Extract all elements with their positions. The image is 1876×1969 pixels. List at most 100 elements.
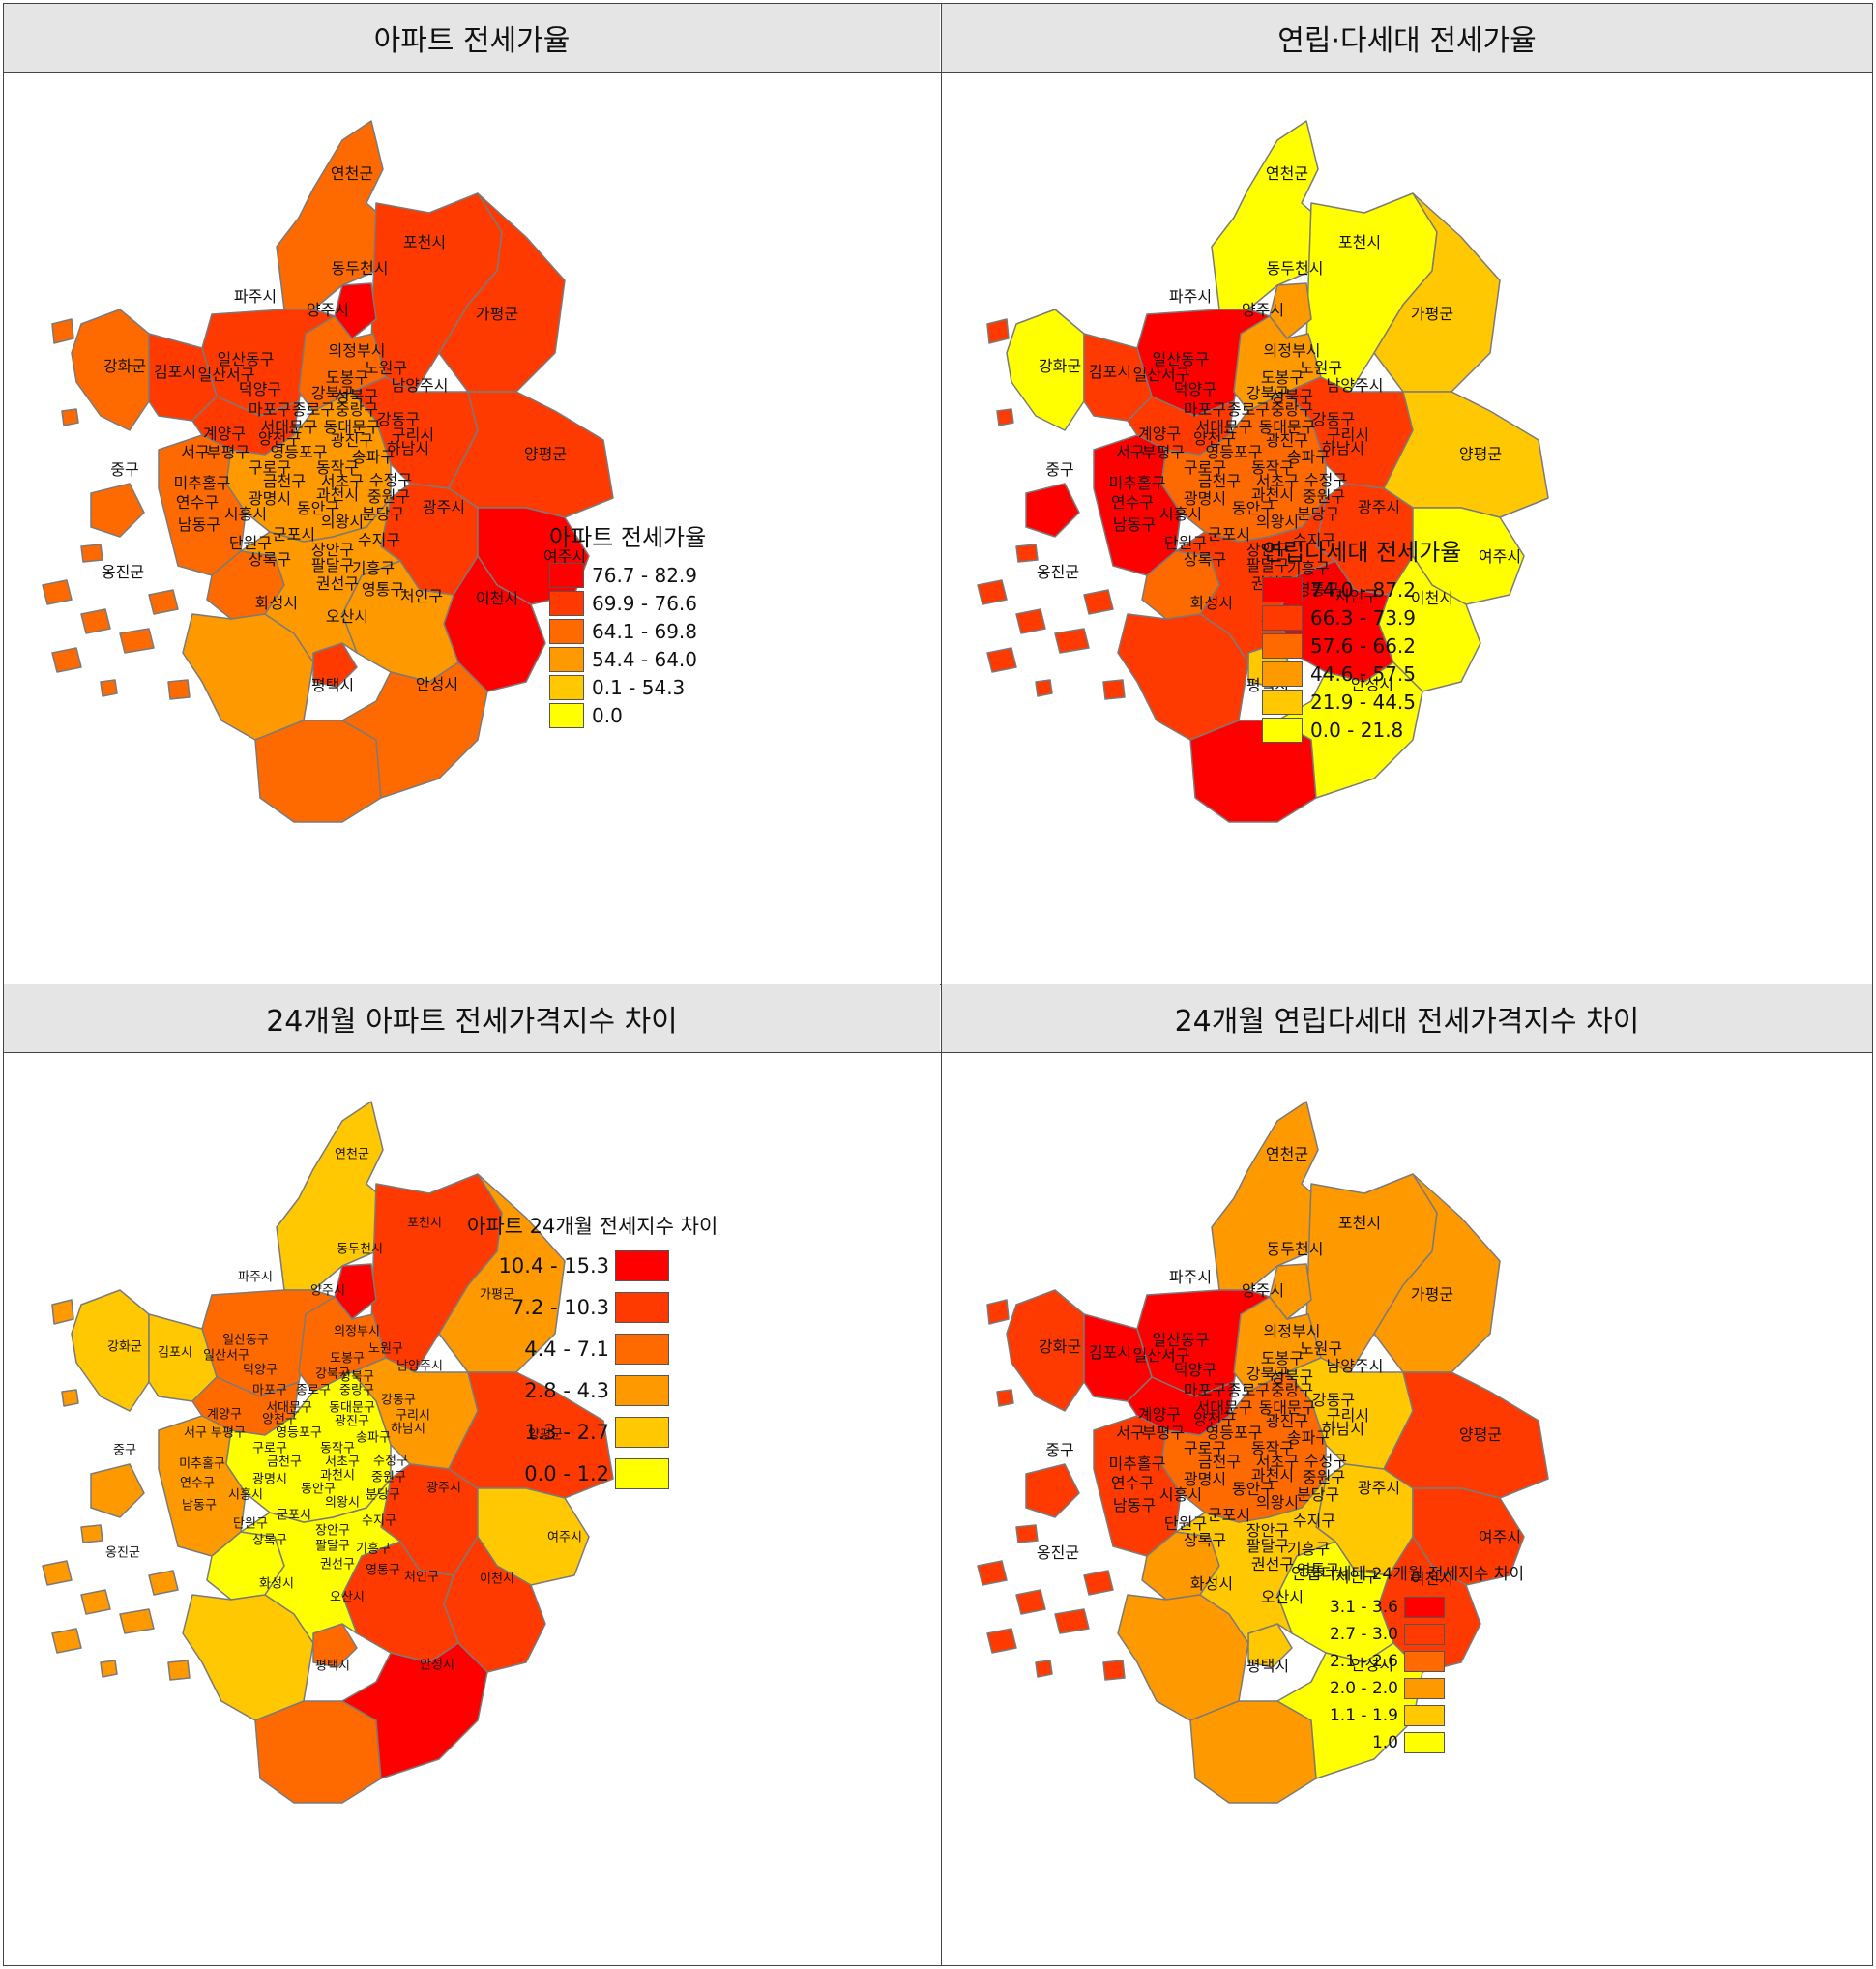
region-anseong — [341, 661, 488, 799]
district-label: 성북구 — [1270, 1367, 1314, 1386]
district-label: 구로구 — [1183, 1439, 1227, 1457]
legend-swatch — [615, 1292, 669, 1323]
legend-label: 3.1 - 3.6 — [1329, 1598, 1398, 1617]
legend-swatch — [615, 1375, 669, 1406]
region-junggu — [1025, 483, 1080, 538]
district-label: 종로구 — [1226, 1381, 1271, 1399]
district-label: 서초구 — [1255, 1453, 1300, 1471]
legend-swatch — [1404, 1624, 1445, 1645]
region-yeoncheon — [1211, 1101, 1319, 1291]
district-label: 군포시 — [272, 525, 316, 544]
region-islands — [977, 1299, 1126, 1681]
district-label: 의정부시 — [334, 1324, 380, 1339]
district-label: 옹진군 — [101, 563, 145, 581]
district-label: 연수구 — [1110, 1474, 1155, 1492]
district-label: 마포구 — [248, 400, 292, 419]
legend-item: 2.7 - 3.0 — [1303, 1624, 1445, 1645]
legend-label: 10.4 - 15.3 — [498, 1254, 609, 1278]
choropleth-map — [42, 1101, 614, 1804]
legend-label: 64.1 - 69.8 — [592, 620, 697, 643]
district-label: 영등포구 — [1205, 1424, 1263, 1442]
district-label: 중원구 — [1302, 1468, 1346, 1486]
district-label: 중구 — [113, 1443, 136, 1458]
district-label: 동작구 — [315, 458, 360, 477]
district-label: 처인구 — [399, 587, 444, 605]
district-label: 강화군 — [103, 357, 147, 375]
legend-swatch — [1404, 1732, 1445, 1753]
legend-item: 0.0 - 1.2 — [497, 1458, 669, 1489]
legend-item: 44.6 - 57.5 — [1262, 661, 1416, 687]
district-label: 화성시 — [1189, 1574, 1234, 1593]
legend-swatch — [549, 675, 584, 700]
district-label: 구리시 — [391, 426, 435, 444]
district-label: 남동구 — [1112, 515, 1157, 534]
district-label: 중구 — [110, 460, 139, 479]
district-label: 일산서구 — [1132, 366, 1190, 384]
district-label: 노원구 — [364, 359, 408, 377]
district-label: 동작구 — [320, 1441, 355, 1456]
district-label: 가평군 — [480, 1287, 514, 1303]
district-label: 강화군 — [107, 1339, 142, 1355]
district-label: 의왕시 — [1255, 513, 1300, 531]
district-label: 상록구 — [252, 1533, 287, 1548]
district-label: 광명시 — [1183, 489, 1227, 508]
district-label: 서구 — [181, 443, 210, 461]
district-label: 부평구 — [211, 1425, 246, 1441]
district-label: 처인구 — [404, 1570, 439, 1585]
divider-header-top — [4, 72, 1872, 73]
district-label: 미추홀구 — [1108, 474, 1166, 492]
district-label: 송파구 — [356, 1430, 391, 1446]
district-label: 남동구 — [177, 515, 221, 534]
district-label: 양천구 — [262, 1412, 297, 1427]
district-label: 평택시 — [1246, 1657, 1290, 1675]
district-label: 광진구 — [1265, 1412, 1309, 1430]
district-label: 상록구 — [1183, 1531, 1227, 1549]
district-label: 동안구 — [301, 1482, 336, 1497]
district-label: 양평군 — [1458, 1425, 1503, 1444]
district-label: 양천구 — [257, 429, 302, 448]
district-label: 도봉구 — [325, 368, 369, 387]
district-label: 도봉구 — [1260, 368, 1304, 387]
district-label: 포천시 — [407, 1216, 442, 1231]
legend-label: 66.3 - 73.9 — [1310, 606, 1416, 630]
district-label: 동안구 — [296, 499, 340, 517]
legend-title: 연립다세대 전세가율 — [1262, 539, 1462, 566]
district-label: 과천시 — [1250, 1466, 1295, 1484]
district-label: 가평군 — [475, 305, 519, 323]
district-label: 덕양구 — [1173, 1361, 1217, 1379]
legend-swatch — [615, 1458, 669, 1489]
district-label: 파주시 — [1168, 1268, 1213, 1286]
district-label: 덕양구 — [238, 380, 282, 398]
legend-title: 아파트 24개월 전세지수 차이 — [467, 1214, 718, 1238]
legend-swatch — [549, 647, 584, 672]
district-label: 부평구 — [1141, 443, 1186, 461]
district-label: 광주시 — [1357, 498, 1401, 516]
district-label: 구리시 — [396, 1408, 430, 1424]
district-label: 포천시 — [1337, 1214, 1382, 1232]
district-label: 연수구 — [175, 493, 220, 512]
legend-item: 57.6 - 66.2 — [1262, 633, 1416, 659]
district-label: 양평군 — [523, 445, 568, 463]
district-label: 성북구 — [339, 1369, 374, 1385]
region-junggu — [90, 1463, 145, 1518]
region-ganghwa — [1006, 309, 1085, 431]
legend-label: 7.2 - 10.3 — [511, 1296, 609, 1319]
region-seoul — [225, 1371, 392, 1523]
district-label: 포천시 — [1337, 233, 1382, 251]
legend-swatch — [1262, 661, 1303, 687]
district-label: 동두천시 — [1266, 1240, 1324, 1258]
district-label: 중랑구 — [335, 400, 379, 419]
district-label: 부평구 — [206, 443, 250, 461]
district-label: 일산동구 — [1152, 350, 1210, 368]
district-label: 하남시 — [386, 439, 430, 457]
legend-item: 0.0 - 21.8 — [1262, 718, 1403, 743]
district-label: 수지구 — [1292, 1512, 1336, 1530]
district-label: 중랑구 — [1270, 400, 1314, 419]
district-label: 이천시 — [1410, 589, 1454, 607]
district-label: 의왕시 — [325, 1495, 360, 1511]
district-label: 구로구 — [1183, 458, 1227, 477]
district-label: 권선구 — [1250, 1555, 1295, 1573]
legend-item: 3.1 - 3.6 — [1303, 1597, 1445, 1618]
legend-item: 10.4 - 15.3 — [497, 1250, 669, 1281]
district-label: 광진구 — [1265, 431, 1309, 450]
